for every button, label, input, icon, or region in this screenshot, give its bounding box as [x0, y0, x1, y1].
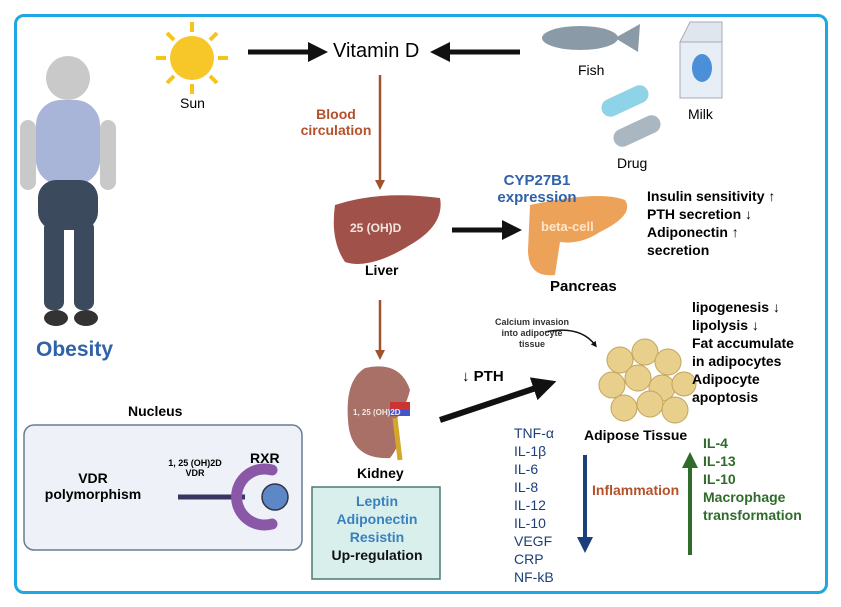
effect: lipolysis ↓	[692, 317, 759, 333]
effect: Insulin sensitivity ↑	[647, 188, 776, 204]
line: CYP27B1	[503, 172, 571, 189]
liver-illustration	[333, 195, 441, 264]
effect: lipogenesis ↓	[692, 299, 780, 315]
line: VDR	[185, 468, 205, 479]
line: circulation	[300, 122, 372, 139]
drug-label: Drug	[617, 155, 648, 171]
hormone: Resistin	[349, 529, 405, 545]
beta-cell-label: beta-cell	[541, 219, 594, 234]
cytokine: Macrophage	[703, 489, 786, 505]
effect: Fat accumulate	[692, 335, 794, 351]
cytokine: TNF-α	[514, 425, 554, 441]
rxr-label: RXR	[250, 450, 280, 466]
obesity-label: Obesity	[36, 338, 114, 361]
effect: Adipocyte	[692, 371, 760, 387]
sun-label: Sun	[180, 95, 205, 111]
vdr-ligand-icon	[261, 483, 289, 511]
cytokine: IL-10	[514, 515, 546, 531]
liver-label: Liver	[365, 262, 399, 278]
anti-inflammatory-list: IL-4 IL-13 IL-10 Macrophage transformati…	[703, 434, 802, 524]
cytokine: IL-6	[514, 461, 539, 477]
upregulation-label: Up-regulation	[331, 547, 423, 563]
milk-carton-icon	[679, 21, 723, 99]
liver-inner-label: 25 (OH)D	[350, 221, 402, 235]
kidney-effects-box	[311, 486, 441, 580]
adipose-effects-list: lipogenesis ↓ lipolysis ↓ Fat accumulate…	[692, 298, 794, 406]
cytokine: IL-4	[703, 435, 728, 451]
effect: secretion	[647, 242, 710, 258]
frame-border	[14, 14, 828, 594]
line: VDR	[78, 470, 108, 486]
pro-inflammatory-list: TNF-α IL-1β IL-6 IL-8 IL-12 IL-10 VEGF C…	[514, 424, 554, 586]
pancreas-illustration	[528, 196, 628, 276]
cytokine: transformation	[703, 507, 802, 523]
adipose-tissue-illustration	[598, 338, 697, 424]
line: polymorphism	[44, 486, 142, 503]
cytokine: NF-kB	[514, 569, 554, 585]
line: tissue	[518, 339, 545, 349]
obese-person-illustration	[20, 56, 116, 326]
cytokine: IL-8	[514, 479, 539, 495]
hormone: Adiponectin	[336, 511, 418, 527]
kidney-label: Kidney	[357, 465, 404, 481]
fish-label: Fish	[578, 62, 605, 78]
nucleus-label: Nucleus	[128, 403, 183, 419]
arrow-kidney-adipose	[439, 377, 557, 423]
kidney-inner-label: 1, 25 (OH)2D	[353, 408, 401, 417]
kidney-illustration	[347, 366, 410, 459]
cytokine: IL-1β	[514, 443, 547, 459]
inflammation-label: Inflammation	[592, 482, 680, 498]
arrow-calcium	[544, 329, 597, 348]
cytokine: IL-13	[703, 453, 736, 469]
nucleus-box	[23, 424, 303, 551]
sun-icon	[156, 22, 228, 94]
line: Blood	[316, 106, 356, 122]
line: into adipocyte	[501, 328, 563, 338]
cytokine: IL-10	[703, 471, 736, 487]
ligand-complex-label: 1, 25 (OH)2D VDR	[160, 458, 230, 479]
kidney-box-list: Leptin Adiponectin Resistin Up-regulatio…	[312, 492, 442, 564]
adipose-tissue-label: Adipose Tissue	[584, 427, 688, 443]
vitamin-d-label: Vitamin D	[333, 40, 420, 62]
effect: in adipocytes	[692, 353, 782, 369]
vdr-polymorphism-label: VDR polymorphism	[38, 470, 148, 502]
blood-circulation-label: Blood circulation	[296, 106, 376, 138]
line: 1, 25 (OH)2D	[168, 458, 222, 468]
effect: Adiponectin ↑	[647, 224, 739, 240]
cytokine: VEGF	[514, 533, 553, 549]
effect: apoptosis	[692, 389, 759, 405]
drug-capsule-icon	[601, 85, 661, 147]
pth-label: ↓ PTH	[462, 368, 504, 385]
cyp27b1-label: CYP27B1 expression	[487, 172, 587, 207]
line: Calcium invasion	[494, 317, 570, 327]
effect: PTH secretion ↓	[647, 206, 753, 222]
cytokine: IL-12	[514, 497, 546, 513]
calcium-invasion-label: Calcium invasion into adipocyte tissue	[482, 317, 582, 350]
cytokine: CRP	[514, 551, 544, 567]
rxr-receptor-icon	[231, 463, 278, 531]
pancreas-label: Pancreas	[550, 278, 617, 295]
pancreas-effects-list: Insulin sensitivity ↑ PTH secretion ↓ Ad…	[647, 187, 775, 259]
line: expression	[497, 189, 577, 207]
fish-icon	[542, 24, 640, 52]
hormone: Leptin	[356, 493, 398, 509]
milk-label: Milk	[688, 106, 713, 122]
